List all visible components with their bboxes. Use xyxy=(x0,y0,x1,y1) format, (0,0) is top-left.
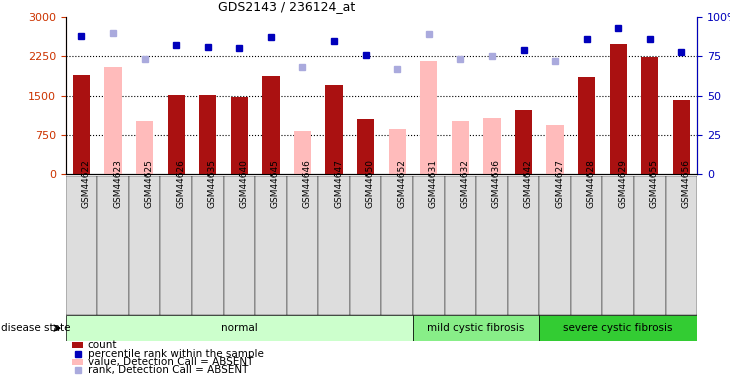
Bar xyxy=(262,76,280,174)
Bar xyxy=(192,176,223,315)
Bar xyxy=(318,176,350,315)
Bar xyxy=(539,176,571,315)
Text: mild cystic fibrosis: mild cystic fibrosis xyxy=(428,323,525,333)
Bar xyxy=(483,118,501,174)
Text: GSM44650: GSM44650 xyxy=(366,159,374,208)
Bar xyxy=(672,100,690,174)
Text: GSM44652: GSM44652 xyxy=(397,159,406,208)
Bar xyxy=(73,75,91,174)
Text: GSM44625: GSM44625 xyxy=(145,159,153,208)
Bar xyxy=(287,176,318,315)
Bar xyxy=(326,85,343,174)
Bar xyxy=(508,176,539,315)
Bar xyxy=(666,176,697,315)
Text: GSM44635: GSM44635 xyxy=(208,159,217,208)
Text: GSM44636: GSM44636 xyxy=(492,159,501,208)
Text: value, Detection Call = ABSENT: value, Detection Call = ABSENT xyxy=(88,357,253,367)
Bar xyxy=(136,121,153,174)
Bar xyxy=(72,342,83,348)
Bar xyxy=(97,176,128,315)
Bar xyxy=(515,110,532,174)
Text: normal: normal xyxy=(221,323,258,333)
Bar xyxy=(72,359,83,365)
Text: GSM44640: GSM44640 xyxy=(239,159,248,208)
Text: GDS2143 / 236124_at: GDS2143 / 236124_at xyxy=(218,0,356,13)
Bar xyxy=(231,97,248,174)
Bar xyxy=(199,95,217,174)
Text: GSM44656: GSM44656 xyxy=(681,159,691,208)
Text: GSM44646: GSM44646 xyxy=(302,159,312,208)
Text: GSM44623: GSM44623 xyxy=(113,159,122,208)
Bar xyxy=(167,94,185,174)
Text: GSM44626: GSM44626 xyxy=(176,159,185,208)
Text: GSM44622: GSM44622 xyxy=(82,159,91,208)
Bar xyxy=(641,57,658,174)
Bar xyxy=(104,67,122,174)
Bar xyxy=(381,176,413,315)
Text: GSM44642: GSM44642 xyxy=(523,159,532,208)
Bar xyxy=(420,61,437,174)
Bar xyxy=(357,119,374,174)
FancyBboxPatch shape xyxy=(66,315,413,341)
Bar xyxy=(546,125,564,174)
Bar xyxy=(293,131,311,174)
Text: GSM44631: GSM44631 xyxy=(429,159,438,208)
Bar xyxy=(634,176,666,315)
FancyBboxPatch shape xyxy=(539,315,697,341)
Text: GSM44627: GSM44627 xyxy=(555,159,564,208)
Bar xyxy=(223,176,256,315)
Bar xyxy=(445,176,476,315)
Text: GSM44655: GSM44655 xyxy=(650,159,658,208)
Bar xyxy=(602,176,634,315)
Bar xyxy=(413,176,445,315)
Text: GSM44645: GSM44645 xyxy=(271,159,280,208)
Text: GSM44647: GSM44647 xyxy=(334,159,343,208)
Bar xyxy=(452,121,469,174)
Bar xyxy=(476,176,508,315)
Bar xyxy=(255,176,287,315)
Text: rank, Detection Call = ABSENT: rank, Detection Call = ABSENT xyxy=(88,366,248,375)
Bar xyxy=(161,176,192,315)
Bar xyxy=(128,176,161,315)
Text: severe cystic fibrosis: severe cystic fibrosis xyxy=(564,323,673,333)
Text: GSM44632: GSM44632 xyxy=(461,159,469,208)
Bar xyxy=(571,176,602,315)
Bar xyxy=(66,176,97,315)
Bar xyxy=(350,176,381,315)
Bar xyxy=(388,129,406,174)
Text: GSM44628: GSM44628 xyxy=(587,159,596,208)
FancyBboxPatch shape xyxy=(413,315,539,341)
Text: disease state: disease state xyxy=(1,323,71,333)
Bar xyxy=(578,77,596,174)
Text: percentile rank within the sample: percentile rank within the sample xyxy=(88,349,264,358)
Text: count: count xyxy=(88,340,118,350)
Bar xyxy=(610,44,627,174)
Text: GSM44629: GSM44629 xyxy=(618,159,627,208)
